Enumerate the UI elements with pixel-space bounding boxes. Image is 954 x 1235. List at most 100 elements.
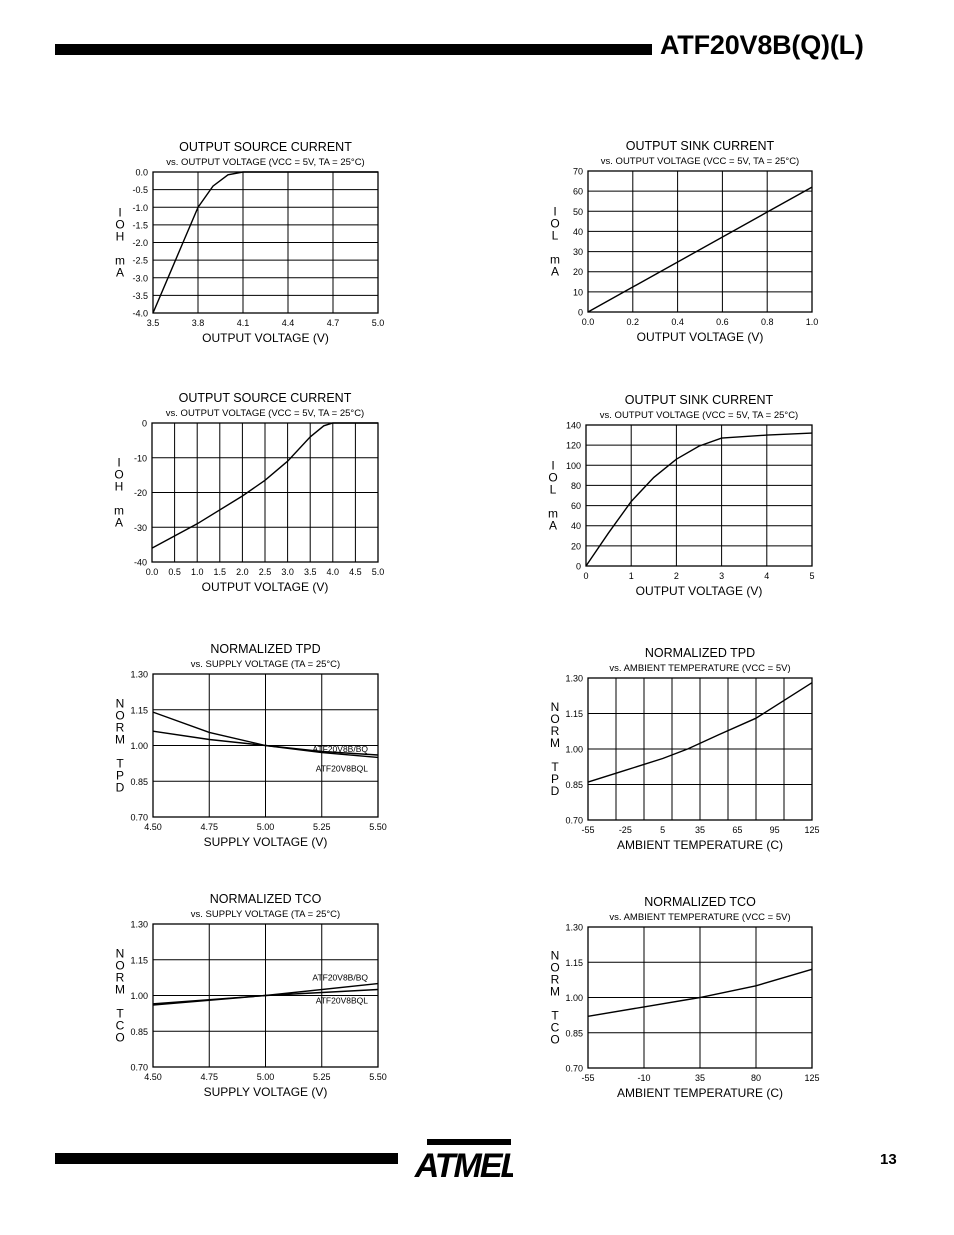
y-axis-label-letter: T bbox=[551, 1009, 559, 1023]
footer-rule bbox=[55, 1153, 398, 1164]
y-tick-label: 1.00 bbox=[130, 741, 148, 751]
series-annotation: ATF20V8BQL bbox=[316, 996, 369, 1006]
series-line-1 bbox=[587, 186, 813, 313]
y-axis-label-letter: R bbox=[551, 724, 560, 738]
y-tick-label: 40 bbox=[571, 521, 581, 531]
x-tick-label: 5.0 bbox=[372, 318, 385, 328]
y-axis-label-letter: I bbox=[553, 205, 556, 219]
y-tick-label: 120 bbox=[566, 441, 581, 451]
x-tick-label: 80 bbox=[751, 1073, 761, 1083]
y-tick-label: -2.5 bbox=[132, 256, 148, 266]
x-tick-label: 125 bbox=[804, 1073, 819, 1083]
x-tick-label: 4 bbox=[764, 571, 769, 581]
y-tick-label: -40 bbox=[134, 558, 147, 568]
x-tick-label: 5.50 bbox=[369, 1072, 387, 1082]
chart-title: NORMALIZED TCO bbox=[210, 892, 322, 906]
y-tick-label: 80 bbox=[571, 481, 581, 491]
y-tick-label: 1.30 bbox=[130, 670, 148, 680]
x-axis-label: SUPPLY VOLTAGE (V) bbox=[204, 835, 328, 849]
y-axis-label-letter: P bbox=[116, 769, 124, 783]
x-tick-label: 4.4 bbox=[282, 318, 295, 328]
x-axis-label: OUTPUT VOLTAGE (V) bbox=[636, 584, 763, 598]
y-axis-label-letter: O bbox=[114, 468, 123, 482]
y-axis-label-letter: C bbox=[551, 1021, 560, 1035]
y-axis-label-letter: N bbox=[551, 700, 560, 714]
x-tick-label: 0.2 bbox=[627, 317, 640, 327]
y-axis-label-letter: D bbox=[551, 784, 560, 798]
y-axis-label-letter: N bbox=[116, 697, 125, 711]
x-tick-label: 5 bbox=[809, 571, 814, 581]
x-tick-label: 3.5 bbox=[147, 318, 160, 328]
y-axis-label-letter: O bbox=[115, 709, 124, 723]
page-number: 13 bbox=[880, 1151, 897, 1168]
x-tick-label: 5.00 bbox=[257, 822, 275, 832]
y-axis-label-letter: N bbox=[551, 949, 560, 963]
y-tick-label: 1.15 bbox=[565, 709, 583, 719]
y-tick-label: 0.85 bbox=[565, 1028, 583, 1038]
y-tick-label: 0.0 bbox=[135, 168, 148, 178]
y-axis-label-letter: m bbox=[548, 507, 558, 521]
y-axis-label-letter: O bbox=[550, 961, 559, 975]
y-axis-label-letter: M bbox=[550, 736, 560, 750]
y-tick-label: 0.70 bbox=[565, 1064, 583, 1074]
x-tick-label: 5.50 bbox=[369, 822, 387, 832]
x-axis-label: OUTPUT VOLTAGE (V) bbox=[637, 330, 764, 344]
y-axis-label-letter: O bbox=[550, 712, 559, 726]
chart-subtitle: vs. OUTPUT VOLTAGE (VCC = 5V, TA = 25°C) bbox=[601, 156, 799, 167]
y-axis-label-letter: M bbox=[115, 983, 125, 997]
x-tick-label: 4.5 bbox=[349, 567, 362, 577]
y-tick-label: 0.70 bbox=[565, 816, 583, 826]
x-tick-label: 4.75 bbox=[200, 822, 218, 832]
y-axis-label-letter: A bbox=[115, 516, 123, 530]
x-tick-label: 5 bbox=[660, 825, 665, 835]
y-tick-label: 20 bbox=[571, 541, 581, 551]
y-tick-label: 1.15 bbox=[130, 705, 148, 715]
x-tick-label: 1.0 bbox=[806, 317, 819, 327]
y-tick-label: 0.70 bbox=[130, 813, 148, 823]
chart-8: NORMALIZED TCO vs. AMBIENT TEMPERATURE (V… bbox=[550, 895, 820, 1100]
chart-2: OUTPUT SINK CURRENT vs. OUTPUT VOLTAGE (V… bbox=[550, 139, 818, 344]
y-tick-label: 40 bbox=[573, 227, 583, 237]
y-tick-label: 0.70 bbox=[130, 1063, 148, 1073]
x-tick-label: 125 bbox=[804, 825, 819, 835]
y-tick-label: 1.30 bbox=[130, 920, 148, 930]
x-tick-label: -10 bbox=[637, 1073, 650, 1083]
y-axis-label-letter: M bbox=[115, 733, 125, 747]
series-line-1 bbox=[152, 171, 378, 314]
x-tick-label: 5.0 bbox=[372, 567, 385, 577]
chart-7: NORMALIZED TCO vs. SUPPLY VOLTAGE (TA = 2… bbox=[115, 892, 387, 1099]
y-axis-label-letter: O bbox=[550, 1033, 559, 1047]
y-axis-label-letter: C bbox=[116, 1019, 125, 1033]
y-tick-label: 1.15 bbox=[130, 955, 148, 965]
chart-5: NORMALIZED TPD vs. SUPPLY VOLTAGE (TA = 2… bbox=[115, 642, 387, 849]
series-line-2 bbox=[152, 730, 379, 756]
y-tick-label: 1.30 bbox=[565, 923, 583, 933]
chart-title: OUTPUT SOURCE CURRENT bbox=[179, 391, 352, 405]
logo-text: ATMEL bbox=[414, 1147, 513, 1185]
series-annotation: ATF20V8B/BQ bbox=[312, 973, 368, 983]
header-rule bbox=[55, 44, 652, 55]
y-tick-label: -0.5 bbox=[132, 185, 148, 195]
x-tick-label: 65 bbox=[732, 825, 742, 835]
y-tick-label: 0 bbox=[576, 562, 581, 572]
y-tick-label: 100 bbox=[566, 461, 581, 471]
y-axis-label-letter: A bbox=[549, 519, 557, 533]
page-title: ATF20V8B(Q)(L) bbox=[660, 30, 864, 60]
y-axis-label-letter: L bbox=[552, 229, 559, 243]
plot-frame bbox=[152, 923, 379, 1068]
x-tick-label: 5.00 bbox=[257, 1072, 275, 1082]
chart-subtitle: vs. OUTPUT VOLTAGE (VCC = 5V, TA = 25°C) bbox=[166, 408, 364, 419]
chart-4: OUTPUT SINK CURRENT vs. OUTPUT VOLTAGE (V… bbox=[548, 393, 815, 598]
y-tick-label: 60 bbox=[573, 187, 583, 197]
series-line-1 bbox=[587, 682, 813, 783]
y-axis-label-letter: A bbox=[116, 266, 124, 280]
x-tick-label: 2.0 bbox=[236, 567, 249, 577]
y-tick-label: -1.0 bbox=[132, 203, 148, 213]
chart-subtitle: vs. SUPPLY VOLTAGE (TA = 25°C) bbox=[191, 659, 340, 670]
x-axis-label: AMBIENT TEMPERATURE (C) bbox=[617, 1086, 783, 1100]
x-tick-label: 0.8 bbox=[761, 317, 774, 327]
y-axis-label-letter: N bbox=[116, 947, 125, 961]
chart-subtitle: vs. SUPPLY VOLTAGE (TA = 25°C) bbox=[191, 909, 340, 920]
atmel-logo: ATMEL bbox=[414, 1139, 513, 1185]
